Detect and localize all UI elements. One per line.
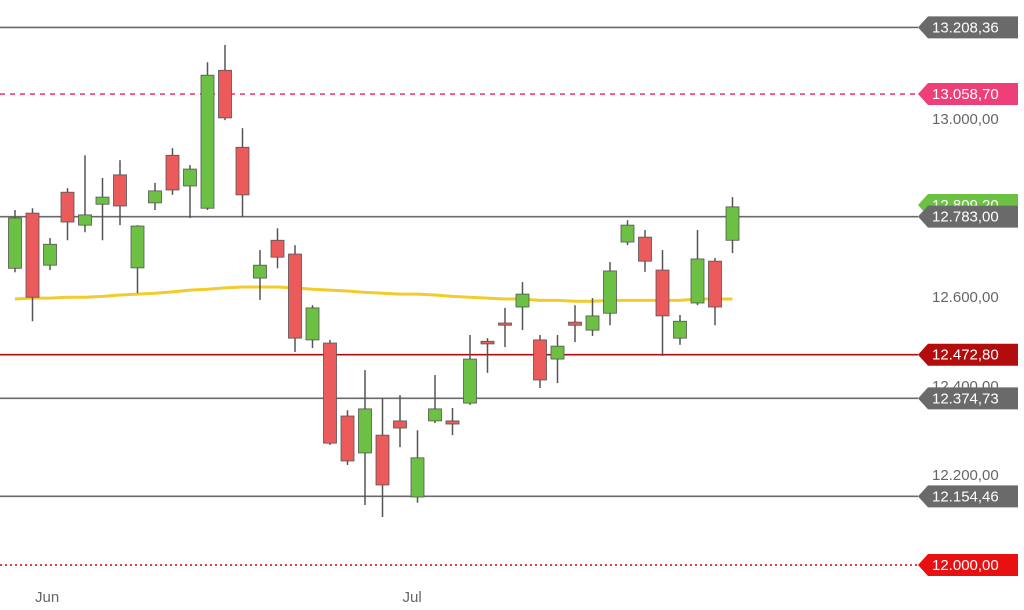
candle-body xyxy=(498,322,512,326)
candle-body xyxy=(638,236,652,262)
candle-body xyxy=(708,260,722,308)
candle-body xyxy=(340,415,355,462)
level-tag-label: 12.154,46 xyxy=(932,488,999,505)
level-tag-shape xyxy=(918,16,1018,39)
candle-body xyxy=(218,69,232,119)
candle-body xyxy=(60,191,75,223)
candle-body xyxy=(358,408,372,454)
level-tag-label: 12.374,73 xyxy=(932,390,999,407)
candle-body xyxy=(533,339,547,381)
level-tag-label: 13.058,70 xyxy=(932,86,999,103)
moving-average xyxy=(14,285,733,303)
candle-body xyxy=(585,315,600,331)
candle-body xyxy=(673,320,687,339)
candle-body xyxy=(95,196,110,205)
level-tag-shape xyxy=(918,554,1018,577)
level-tag-shape xyxy=(918,205,1018,228)
candle-body xyxy=(78,214,92,226)
candle-body xyxy=(445,420,460,425)
level-tag-label: 13.208,36 xyxy=(932,19,999,36)
candle-body xyxy=(568,321,582,326)
y-tick-label: 13.000,00 xyxy=(932,111,999,128)
candle-body xyxy=(603,270,617,314)
level-tag-label: 12.000,00 xyxy=(932,557,999,574)
candle-body xyxy=(410,457,425,498)
y-tick-label: 12.600,00 xyxy=(932,289,999,306)
candle-body xyxy=(130,225,145,269)
x-tick-label: Jul xyxy=(403,589,422,606)
level-tag-shape xyxy=(918,485,1018,508)
candle-body xyxy=(305,307,320,341)
candle-body xyxy=(235,146,250,196)
candle-body xyxy=(253,264,267,279)
candle-body xyxy=(463,358,477,404)
candle-body xyxy=(288,253,302,339)
level-tag-shape xyxy=(918,343,1018,366)
x-tick-label: Jun xyxy=(35,589,59,606)
candle-body xyxy=(43,243,57,266)
candle-body xyxy=(165,154,180,191)
candle-body xyxy=(480,340,495,345)
candle-body xyxy=(393,420,407,429)
candle-body xyxy=(620,224,635,243)
candle-body xyxy=(25,212,40,298)
candle-body xyxy=(515,293,530,308)
y-tick-label: 12.200,00 xyxy=(932,467,999,484)
candle-body xyxy=(8,217,22,269)
candle-body xyxy=(323,342,337,444)
candle-body xyxy=(183,168,197,187)
candle-body xyxy=(690,258,705,304)
level-tag-label: 12.783,00 xyxy=(932,209,999,226)
level-tag-shape xyxy=(918,387,1018,410)
level-tag-shape xyxy=(918,83,1018,106)
candle-body xyxy=(655,269,670,317)
candle-body xyxy=(375,434,390,486)
candle-body xyxy=(550,345,565,360)
candle-body xyxy=(725,206,740,241)
candle-body xyxy=(200,74,215,209)
candle-body xyxy=(428,408,442,422)
level-tag-label: 12.472,80 xyxy=(932,347,999,364)
candle-body xyxy=(270,239,285,258)
candle-body xyxy=(113,174,127,207)
candle-body xyxy=(148,190,162,204)
